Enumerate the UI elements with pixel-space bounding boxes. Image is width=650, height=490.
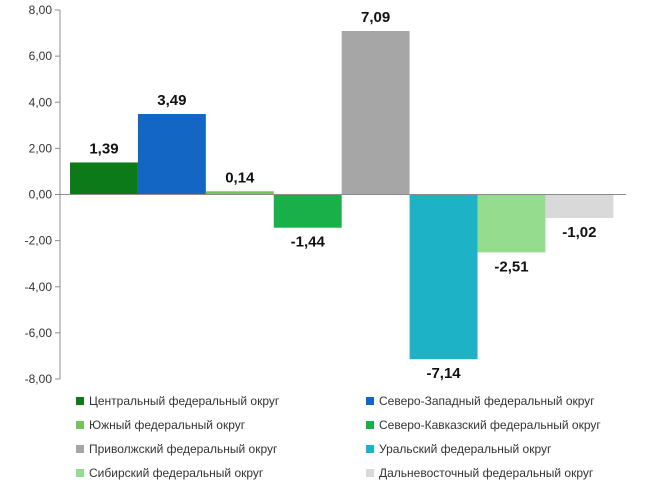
y-tick-label: -2,00 xyxy=(25,234,53,248)
legend-swatch xyxy=(366,445,374,453)
y-tick-label: 6,00 xyxy=(29,49,53,63)
bar xyxy=(273,194,342,228)
y-tick-label: 4,00 xyxy=(29,95,53,109)
legend-label: Уральский федеральный округ xyxy=(379,442,552,456)
legend-label: Северо-Западный федеральный округ xyxy=(379,394,595,408)
data-label: -7,14 xyxy=(426,365,461,382)
data-label: 0,14 xyxy=(225,169,255,186)
legend-swatch xyxy=(76,445,84,453)
legend: Центральный федеральный округ Северо-Запа… xyxy=(76,394,601,480)
legend-swatch xyxy=(366,397,374,405)
legend-swatch xyxy=(366,469,374,477)
data-label: -2,51 xyxy=(494,258,528,275)
bar xyxy=(205,191,274,195)
bar xyxy=(409,194,478,360)
bar xyxy=(341,30,410,195)
bar xyxy=(70,162,138,195)
data-label: 3,49 xyxy=(157,92,186,109)
data-label: 7,09 xyxy=(361,9,390,26)
y-tick-label: -4,00 xyxy=(25,280,53,294)
legend-swatch xyxy=(76,469,84,477)
bars xyxy=(60,30,626,360)
legend-swatch xyxy=(76,421,84,429)
data-label: -1,02 xyxy=(562,224,596,241)
data-label: 1,39 xyxy=(89,140,118,157)
y-tick-label: 0,00 xyxy=(29,188,53,202)
legend-label: Дальневосточный федеральный округ xyxy=(379,466,594,480)
legend-label: Сибирский федеральный округ xyxy=(89,466,264,480)
legend-label: Южный федеральный округ xyxy=(89,418,246,432)
bar xyxy=(137,114,206,195)
data-labels: 1,39 3,49 0,14 -1,44 7,09 -7,14 -2,51 -1,02 xyxy=(89,9,596,382)
y-tick-label: 8,00 xyxy=(29,3,53,17)
legend-swatch xyxy=(76,397,84,405)
y-tick-label: -8,00 xyxy=(25,372,53,386)
bar xyxy=(545,194,614,219)
y-tick-label: 2,00 xyxy=(29,141,53,155)
data-label: -1,44 xyxy=(291,234,326,251)
legend-swatch xyxy=(366,421,374,429)
legend-label: Центральный федеральный округ xyxy=(89,394,280,408)
bar xyxy=(477,194,546,253)
y-tick-label: -6,00 xyxy=(25,326,53,340)
legend-label: Северо-Кавказский федеральный округ xyxy=(379,418,601,432)
legend-label: Приволжский федеральный округ xyxy=(89,442,278,456)
y-axis: 8,00 6,00 4,00 2,00 0,00 -2,00 -4,00 -6,00 -8,00 xyxy=(25,3,61,386)
